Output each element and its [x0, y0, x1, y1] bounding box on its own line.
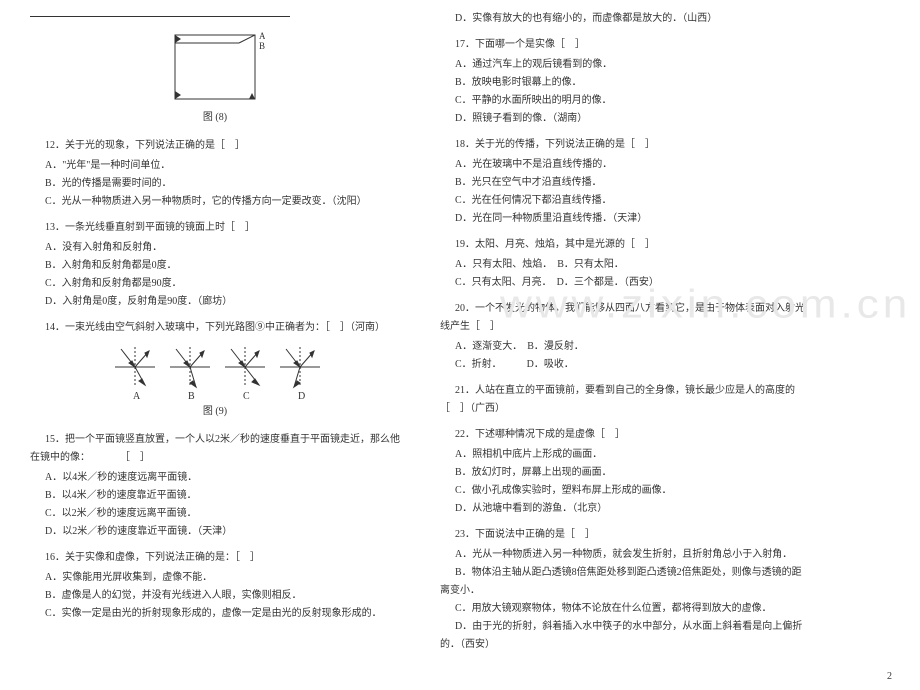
- q16-a: A．实像能用光屏收集到，虚像不能．: [30, 569, 400, 587]
- left-column: A B 图 (8) 12．关于光的现象，下列说法正确的是［ ］ A．"光年"是一…: [0, 0, 420, 690]
- diagram8-label-b: B: [259, 41, 265, 51]
- q12-b: B．光的传播是需要时间的．: [30, 175, 400, 193]
- diagram-9: A B C D 图 (9): [30, 341, 400, 421]
- q21-stem: 21．人站在直立的平面镜前，要看到自己的全身像，镜长最少应是人的高度的 ［ ］（…: [440, 382, 810, 418]
- q18-stem: 18．关于光的传播，下列说法正确的是［ ］: [440, 136, 810, 154]
- diagram8-caption: 图 (8): [30, 109, 400, 127]
- q22-stem: 22．下述哪种情况下成的是虚像［ ］: [440, 426, 810, 444]
- q19-b: C．只有太阳、月亮． D．三个都是．（西安）: [440, 274, 810, 292]
- svg-text:C: C: [243, 391, 250, 401]
- q22-b: B．放幻灯时，屏幕上出现的画面．: [440, 464, 810, 482]
- q12-stem: 12．关于光的现象，下列说法正确的是［ ］: [30, 137, 400, 155]
- diagram9-caption: 图 (9): [30, 403, 400, 421]
- q18-d: D．光在同一种物质里沿直线传播．（天津）: [440, 210, 810, 228]
- diagram-8: A B 图 (8): [30, 27, 400, 127]
- q15-c: C．以2米／秒的速度远离平面镜．: [30, 505, 400, 523]
- q13-stem: 13．一条光线垂直射到平面镜的镜面上时［ ］: [30, 219, 400, 237]
- right-column: D．实像有放大的也有缩小的，而虚像都是放大的．（山西） 17．下面哪一个是实像［…: [420, 0, 840, 690]
- q23-b: B．物体沿主轴从距凸透镜8倍焦距处移到距凸透镜2倍焦距处，则像与透镜的距离变小．: [440, 564, 810, 600]
- q12-c: C．光从一种物质进入另一种物质时，它的传播方向一定要改变．（沈阳）: [30, 193, 400, 211]
- q23-a: A．光从一种物质进入另一种物质，就会发生折射，且折射角总小于入射角．: [440, 546, 810, 564]
- q13-d: D．入射角是0度，反射角是90度．（廊坊）: [30, 293, 400, 311]
- q20-stem: 20．一个不发光的物体，我们能够从四面八方看到它，是由于物体表面对入射光线产生［…: [440, 300, 810, 336]
- q16-d: D．实像有放大的也有缩小的，而虚像都是放大的．（山西）: [440, 10, 810, 28]
- q20-a: A．逐渐变大． B．漫反射．: [440, 338, 810, 356]
- q15-a: A．以4米／秒的速度远离平面镜．: [30, 469, 400, 487]
- q15-b: B．以4米／秒的速度靠近平面镜．: [30, 487, 400, 505]
- q13-c: C．入射角和反射角都是90度．: [30, 275, 400, 293]
- q23-c: C．用放大镜观察物体，物体不论放在什么位置，都将得到放大的虚像．: [440, 600, 810, 618]
- q13-a: A．没有入射角和反射角．: [30, 239, 400, 257]
- q17-a: A．通过汽车上的观后镜看到的像．: [440, 56, 810, 74]
- svg-text:D: D: [298, 391, 305, 401]
- q12-a: A．"光年"是一种时间单位．: [30, 157, 400, 175]
- page-number: 2: [887, 671, 892, 682]
- q23-d: D．由于光的折射，斜着插入水中筷子的水中部分，从水面上斜着看是向上偏折的．（西安…: [440, 618, 810, 654]
- q18-b: B．光只在空气中才沿直线传播．: [440, 174, 810, 192]
- q16-b: B．虚像是人的幻觉，并没有光线进入人眼，实像则相反．: [30, 587, 400, 605]
- q22-d: D．从池塘中看到的游鱼．（北京）: [440, 500, 810, 518]
- q19-stem: 19．太阳、月亮、烛焰，其中是光源的［ ］: [440, 236, 810, 254]
- q17-c: C．平静的水面所映出的明月的像．: [440, 92, 810, 110]
- q13-b: B．入射角和反射角都是0度．: [30, 257, 400, 275]
- svg-text:A: A: [133, 391, 141, 401]
- q23-stem: 23．下面说法中正确的是［ ］: [440, 526, 810, 544]
- q15-d: D．以2米／秒的速度靠近平面镜．（天津）: [30, 523, 400, 541]
- q16-stem: 16．关于实像和虚像，下列说法正确的是：［ ］: [30, 549, 400, 567]
- q18-c: C．光在任何情况下都沿直线传播．: [440, 192, 810, 210]
- q17-b: B．放映电影时银幕上的像．: [440, 74, 810, 92]
- page-container: A B 图 (8) 12．关于光的现象，下列说法正确的是［ ］ A．"光年"是一…: [0, 0, 920, 690]
- q17-d: D．照镜子看到的像．（湖南）: [440, 110, 810, 128]
- q17-stem: 17．下面哪一个是实像［ ］: [440, 36, 810, 54]
- q22-c: C．做小孔成像实验时，塑料布屏上形成的画像．: [440, 482, 810, 500]
- top-rule: [30, 16, 290, 17]
- q15-stem: 15．把一个平面镜竖直放置，一个人以2米／秒的速度垂直于平面镜走近，那么他在镜中…: [30, 431, 400, 467]
- q22-a: A．照相机中底片上形成的画面．: [440, 446, 810, 464]
- q19-a: A．只有太阳、烛焰． B．只有太阳．: [440, 256, 810, 274]
- q20-b: C．折射． D．吸收．: [440, 356, 810, 374]
- diagram8-label-a: A: [259, 31, 265, 41]
- q18-a: A．光在玻璃中不是沿直线传播的．: [440, 156, 810, 174]
- q14-stem: 14．一束光线由空气斜射入玻璃中，下列光路图⑨中正确者为：［ ］（河南）: [30, 319, 400, 337]
- svg-text:B: B: [188, 391, 195, 401]
- q16-c: C．实像一定是由光的折射现象形成的，虚像一定是由光的反射现象形成的．: [30, 605, 400, 623]
